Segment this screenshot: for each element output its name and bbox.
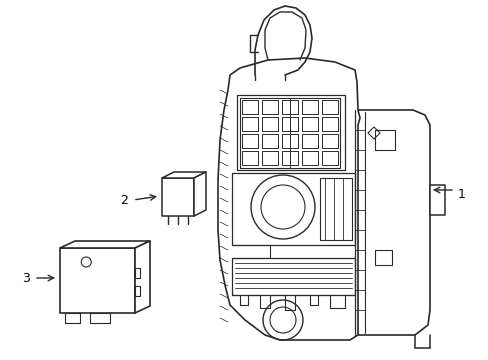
Polygon shape — [60, 241, 150, 248]
Polygon shape — [162, 178, 194, 216]
Text: 1: 1 — [457, 188, 465, 201]
Polygon shape — [429, 185, 444, 215]
Polygon shape — [60, 248, 135, 313]
Polygon shape — [218, 58, 359, 340]
Text: 3: 3 — [22, 271, 30, 284]
Polygon shape — [90, 313, 110, 323]
Polygon shape — [135, 286, 140, 296]
Polygon shape — [135, 241, 150, 313]
Polygon shape — [194, 172, 205, 216]
Polygon shape — [135, 268, 140, 278]
Polygon shape — [309, 110, 429, 335]
Text: 2: 2 — [120, 194, 128, 207]
Polygon shape — [65, 313, 80, 323]
Polygon shape — [162, 172, 205, 178]
